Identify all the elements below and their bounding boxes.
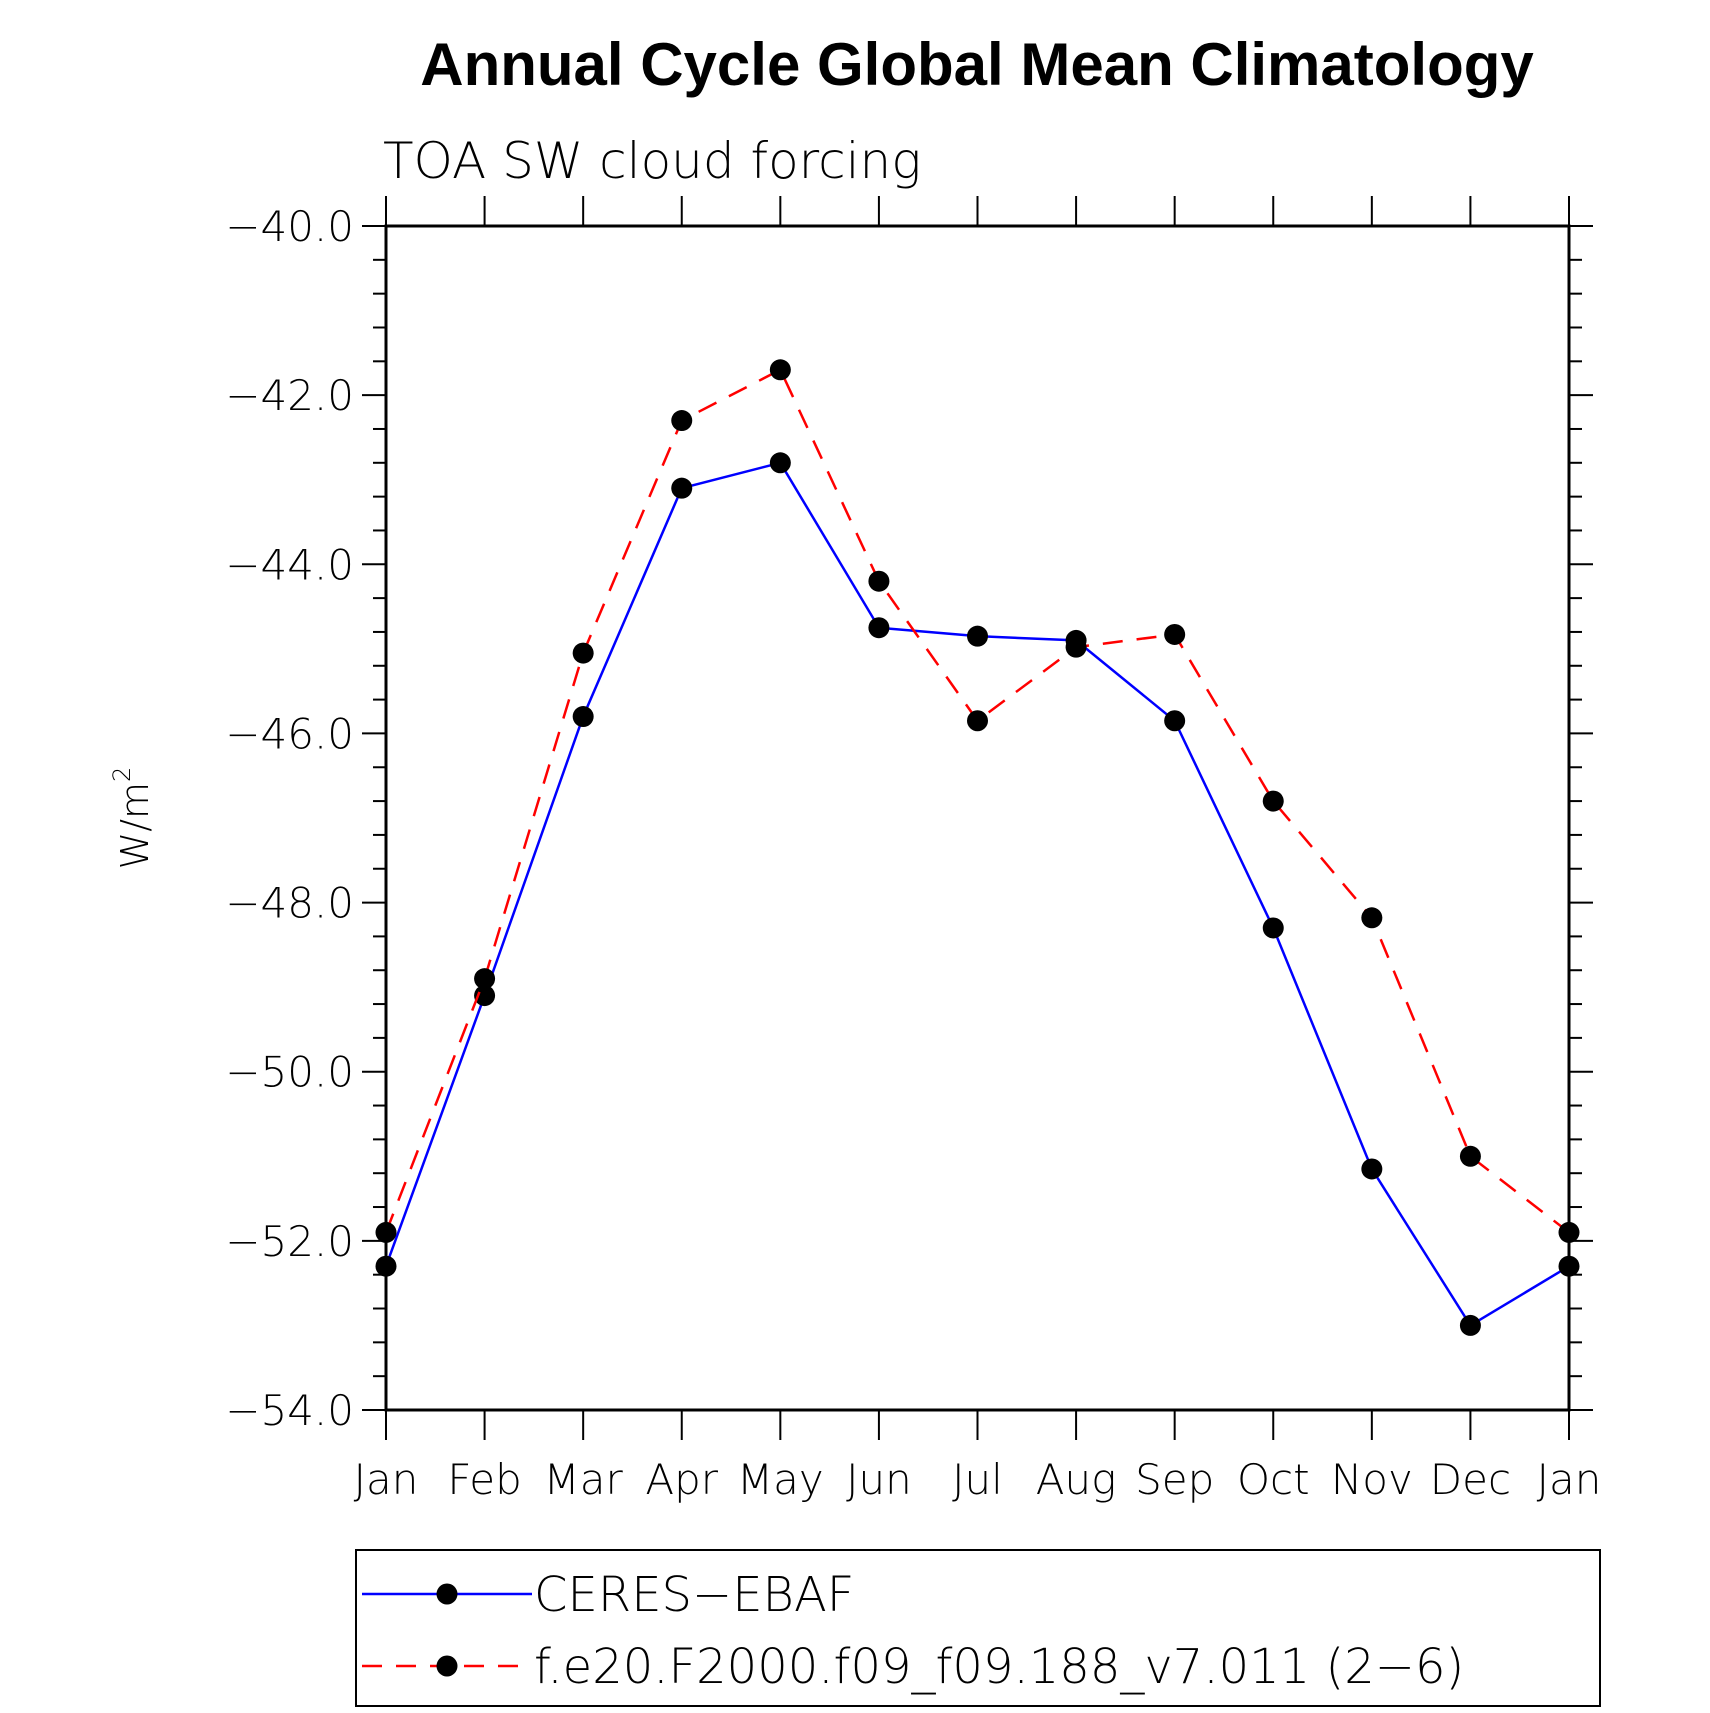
series-1-point [474,968,496,990]
series-0-point [1558,1255,1580,1277]
legend-box [355,1549,1601,1707]
series-1-point [671,410,693,432]
x-tick-label: Oct [1237,1455,1310,1504]
series-1-point [868,570,890,592]
legend-marker-ceres [436,1583,458,1605]
series-layer [375,359,1580,1336]
legend-label-ceres: CERES−EBAF [534,1567,854,1623]
x-tick-label: Dec [1430,1455,1511,1504]
y-axis-label: W/m2 [108,767,157,870]
y-axis-label-base: W/m [113,782,157,869]
x-tick-labels: Jan Feb Mar Apr May Jun Jul Aug Sep Oct Nov Dec Jan [354,1455,1602,1504]
x-tick-label: Mar [544,1455,624,1504]
series-0-point [868,617,890,639]
x-tick-label: Feb [447,1455,521,1504]
y-tick-label: −44.0 [225,540,354,589]
x-tick-label: Apr [645,1455,718,1504]
series-1-point [1361,907,1383,929]
x-tick-label: Jun [846,1455,912,1504]
series-0-point [967,625,988,647]
series-1-point [1459,1145,1481,1167]
x-tick-label: May [737,1455,824,1504]
series-0-point [474,985,496,1007]
series-line-0 [384,461,1570,1328]
series-1-point [1262,790,1284,812]
series-line-1 [384,368,1570,1234]
y-tick-label: −40.0 [225,202,354,251]
x-tick-label: Nov [1331,1455,1413,1504]
y-tick-label: −50.0 [225,1048,354,1097]
y-axis-label-exponent: 2 [108,767,136,782]
series-1-point [572,642,594,664]
series-0-point [671,477,693,499]
series-0-point [375,1255,397,1277]
x-tick-label: Jan [354,1455,419,1504]
series-1-point [769,359,791,381]
series-0-point [1361,1158,1383,1180]
chart-title: Annual Cycle Global Mean Climatology [420,31,1534,98]
y-tick-labels: −40.0 −42.0 −44.0 −46.0 −48.0 −50.0 −52.0 −54.0 [225,202,354,1435]
legend: CERES−EBAF f.e20.F2000.f09_f09.188_v7.01… [355,1549,1601,1707]
legend-marker-model [436,1655,458,1677]
legend-label-model: f.e20.F2000.f09_f09.188_v7.011 (2−6) [534,1639,1464,1695]
series-1-point [375,1221,397,1243]
series-0-point [1262,917,1284,939]
y-tick-label: −48.0 [225,879,354,928]
chart-subtitle: TOA SW cloud forcing [383,132,921,190]
series-0-point [572,706,594,728]
series-0-point [1164,710,1186,732]
plot-frame [384,224,1571,1412]
series-1-point [1065,636,1087,658]
x-tick-label: Aug [1036,1455,1117,1504]
series-0-point [1459,1314,1481,1336]
x-tick-label: Jul [952,1455,1003,1504]
x-tick-label: Jan [1537,1455,1602,1504]
y-tick-label: −54.0 [225,1386,354,1435]
series-1-point [1558,1221,1580,1243]
series-0-point [769,452,791,474]
y-tick-label: −46.0 [225,709,354,758]
series-1-point [967,710,988,732]
x-tick-label: Sep [1135,1455,1214,1504]
y-tick-label: −52.0 [225,1217,354,1266]
series-1-point [1164,623,1186,645]
y-tick-label: −42.0 [225,371,354,420]
